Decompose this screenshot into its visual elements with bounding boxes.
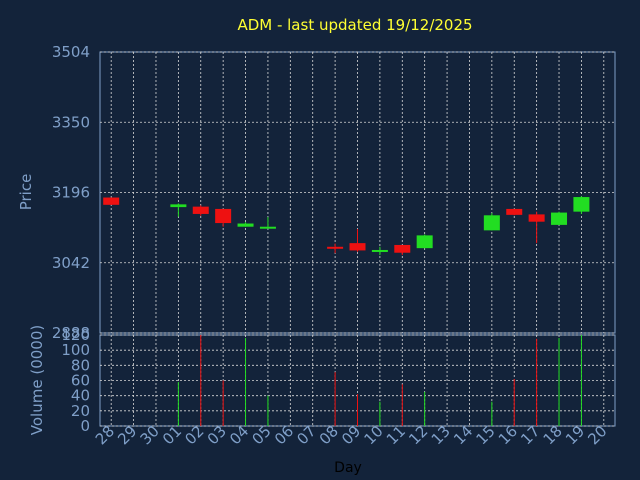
volume-y-tick-label: 40 [71, 387, 90, 405]
candle-body [483, 215, 500, 231]
volume-y-tick-label: 100 [61, 341, 90, 359]
candle-body [259, 226, 276, 229]
candle-body [416, 235, 433, 249]
price-y-tick-label: 3350 [52, 113, 90, 131]
candle-body [573, 197, 590, 212]
chart-title: ADM - last updated 19/12/2025 [237, 16, 472, 34]
volume-axis-label: Volume (0000) [28, 325, 46, 435]
candle-body [551, 212, 568, 225]
candle-body [192, 206, 209, 214]
candle-body [528, 214, 545, 222]
price-axis-label: Price [17, 174, 35, 211]
volume-y-tick-label: 0 [80, 417, 90, 435]
volume-y-tick-label: 60 [71, 372, 90, 390]
volume-y-tick-label: 80 [71, 356, 90, 374]
candle-body [349, 243, 366, 251]
x-axis-ticks: 2829300102030405060708091011121314151617… [92, 422, 611, 448]
volume-y-tick-label: 120 [61, 326, 90, 344]
candle-body [327, 246, 344, 249]
price-y-tick-label: 3196 [52, 184, 90, 202]
candle-body [170, 204, 187, 208]
price-y-tick-label: 2888 [52, 324, 90, 342]
candle-body [394, 244, 411, 253]
volume-y-tick-label: 20 [71, 402, 90, 420]
x-axis-label: Day [334, 460, 362, 476]
candle-body [215, 208, 232, 224]
candle-body [506, 208, 523, 215]
price-y-tick-label: 3042 [52, 254, 90, 272]
candle-body [371, 249, 388, 252]
price-y-tick-label: 3504 [52, 43, 90, 61]
price-panel: 2888 3042 3196 3350 3504 [52, 43, 616, 342]
candle-body [103, 197, 120, 205]
candle-body [237, 223, 254, 227]
